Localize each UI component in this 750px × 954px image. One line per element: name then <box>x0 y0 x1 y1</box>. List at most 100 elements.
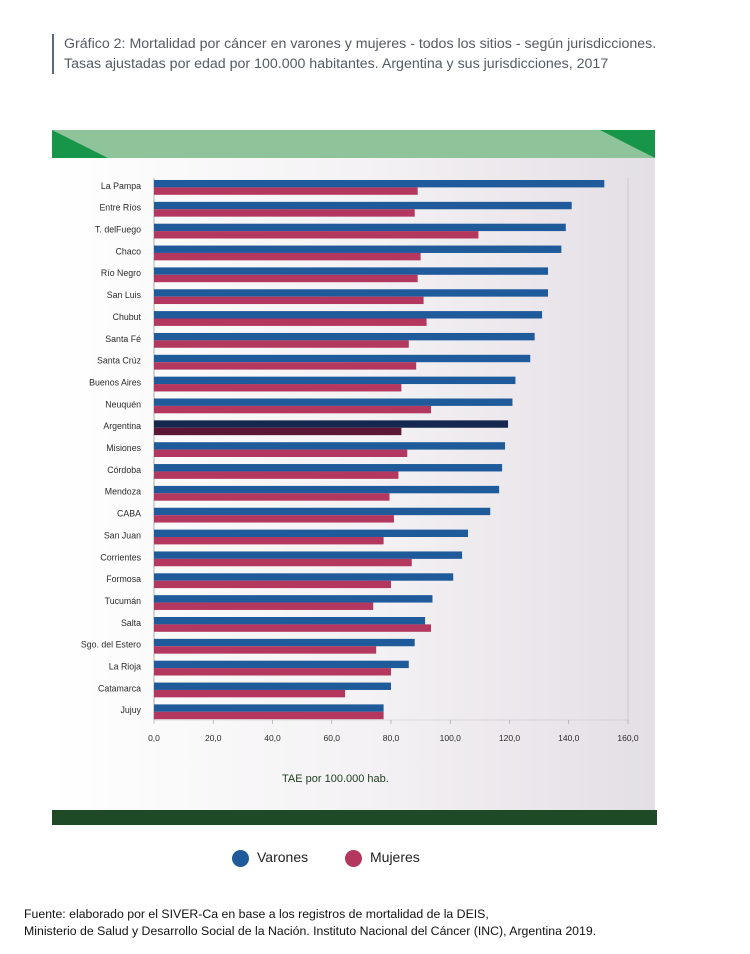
x-tick-label: 120,0 <box>499 733 521 743</box>
category-label: San Luis <box>107 290 142 300</box>
bar-mujeres <box>154 711 384 720</box>
bar-mujeres <box>154 515 394 523</box>
bar-varones <box>154 180 605 188</box>
category-label: La Pampa <box>101 181 141 191</box>
bar-varones <box>154 223 566 232</box>
category-label: Chaco <box>116 246 142 256</box>
bar-varones <box>154 332 535 341</box>
bar-mujeres <box>154 209 415 217</box>
chart-title: Gráfico 2: Mortalidad por cáncer en varo… <box>52 34 744 74</box>
x-tick-label: 80,0 <box>383 733 400 743</box>
category-label: Argentina <box>103 421 141 431</box>
bar-mujeres <box>154 427 402 436</box>
category-label: T. delFuego <box>95 225 141 235</box>
band-corner-decoration <box>52 130 655 158</box>
bar-varones <box>154 311 543 319</box>
bar-varones <box>154 617 426 625</box>
category-label: Sgo. del Estero <box>81 640 141 650</box>
bar-varones <box>154 289 549 297</box>
category-label: Formosa <box>106 574 141 584</box>
source-line2: Ministerio de Salud y Desarrollo Social … <box>24 924 597 938</box>
legend-dot-varones <box>232 849 249 867</box>
bar-mujeres <box>154 340 409 348</box>
bar-mujeres <box>154 405 431 414</box>
bar-mujeres <box>154 580 391 589</box>
bar-varones <box>154 376 516 385</box>
bar-varones <box>154 551 463 559</box>
bar-varones <box>154 573 454 581</box>
bar-varones <box>154 485 500 494</box>
legend-label-varones: Varones <box>257 849 309 865</box>
category-label: Neuquén <box>105 399 141 409</box>
legend-item-mujeres: Mujeres <box>345 849 420 867</box>
chart-header-band <box>52 130 655 158</box>
category-label: Santa Fé <box>105 334 141 344</box>
source-line1: Fuente: elaborado por el SIVER-Ca en bas… <box>24 907 489 921</box>
bar-varones <box>154 267 549 275</box>
legend-label-mujeres: Mujeres <box>370 849 420 865</box>
bar-mujeres <box>154 252 421 261</box>
bar-varones <box>154 704 384 712</box>
chart-title-line1: Gráfico 2: Mortalidad por cáncer en varo… <box>64 36 657 52</box>
bar-mujeres <box>154 471 399 479</box>
category-label: Córdoba <box>107 465 141 475</box>
bar-mujeres <box>154 187 418 195</box>
category-label: Río Negro <box>101 268 141 278</box>
category-label: Jujuy <box>120 705 141 715</box>
bar-mujeres <box>154 296 424 305</box>
category-label: Buenos Aires <box>89 377 141 387</box>
bar-varones <box>154 638 415 647</box>
bar-varones <box>154 245 562 253</box>
x-tick-label: 140,0 <box>558 733 580 743</box>
category-label: La Rioja <box>109 662 141 672</box>
bar-varones <box>154 660 409 669</box>
bar-varones <box>154 595 433 603</box>
bar-mujeres <box>154 493 390 501</box>
bar-varones <box>154 354 531 363</box>
bar-mujeres <box>154 668 391 676</box>
category-label: Entre Ríos <box>99 203 141 213</box>
bar-mujeres <box>154 602 374 610</box>
legend-dot-mujeres <box>345 849 362 867</box>
x-tick-label: 60,0 <box>323 733 340 743</box>
category-label: Misiones <box>106 443 141 453</box>
category-label: Tucumán <box>105 596 141 606</box>
band-right-triangle <box>600 130 655 158</box>
bar-mujeres <box>154 537 384 545</box>
legend-item-varones: Varones <box>232 849 308 867</box>
bar-varones <box>154 507 491 516</box>
x-tick-label: 160,0 <box>617 733 639 743</box>
bar-mujeres <box>154 646 377 654</box>
category-label: San Juan <box>104 530 141 540</box>
x-tick-label: 40,0 <box>264 733 281 743</box>
bar-mujeres <box>154 558 412 567</box>
bar-mujeres <box>154 624 431 632</box>
category-label: Santa Crúz <box>97 356 141 366</box>
bar-varones <box>154 529 469 537</box>
bar-mujeres <box>154 274 418 283</box>
category-label: Corrientes <box>100 552 141 562</box>
bar-mujeres <box>154 362 417 370</box>
band-left-triangle <box>52 130 108 158</box>
bar-varones <box>154 201 572 210</box>
bar-varones <box>154 464 503 472</box>
x-tick-label: 100,0 <box>440 733 462 743</box>
bar-mujeres <box>154 384 402 392</box>
bar-varones <box>154 398 513 406</box>
category-label: Catamarca <box>98 683 141 693</box>
bar-mujeres <box>154 318 427 326</box>
bar-varones <box>154 682 391 690</box>
bar-varones <box>154 420 509 428</box>
category-label: CABA <box>117 509 141 519</box>
category-label: Chubut <box>113 312 142 322</box>
bar-varones <box>154 442 506 450</box>
bar-mujeres <box>154 689 346 698</box>
category-label: Salta <box>121 618 141 628</box>
source-note: Fuente: elaborado por el SIVER-Ca en bas… <box>24 906 734 940</box>
category-label: Mendoza <box>105 487 141 497</box>
footer-band <box>52 810 657 825</box>
x-tick-label: 0,0 <box>148 733 160 743</box>
bar-mujeres <box>154 449 408 457</box>
x-tick-label: 20,0 <box>205 733 222 743</box>
